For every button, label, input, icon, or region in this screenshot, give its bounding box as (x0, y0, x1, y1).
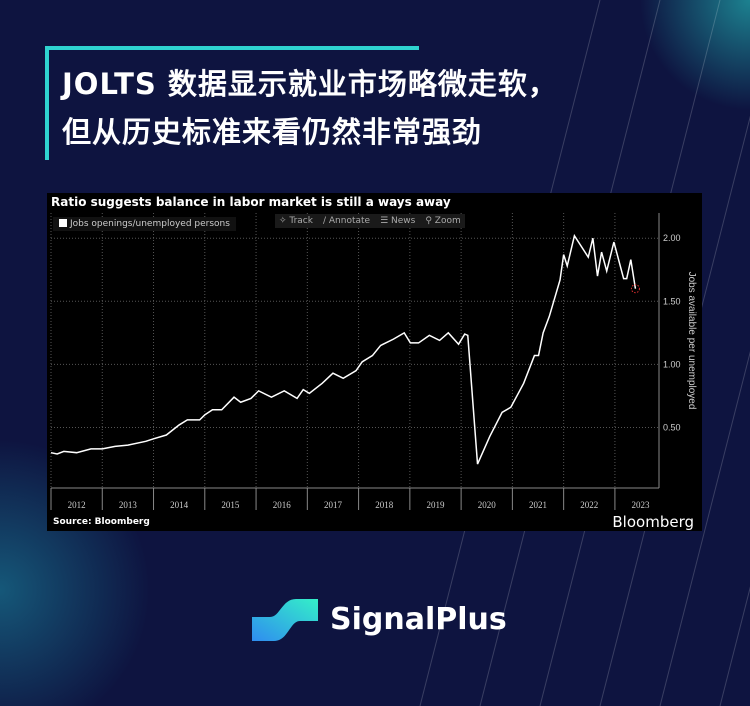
signalplus-logo: SignalPlus (252, 595, 507, 643)
x-tick-label: 2016 (273, 500, 292, 510)
chart-toolbar: ✧ Track ∕ Annotate ☰ News ⚲ Zoom (275, 214, 465, 228)
x-tick-label: 2013 (119, 500, 137, 510)
x-tick-label: 2023 (632, 500, 651, 510)
x-tick-label: 2021 (529, 500, 547, 510)
y-tick-label: 1.50 (663, 296, 681, 306)
legend[interactable]: Jobs openings/unemployed persons (53, 217, 236, 231)
headline-line1: JOLTS 数据显示就业市场略微走软， (62, 67, 558, 101)
legend-swatch (59, 219, 67, 227)
x-tick-label: 2018 (375, 500, 394, 510)
y-axis-label: Jobs available per unemployed (686, 272, 697, 410)
legend-label: Jobs openings/unemployed persons (70, 219, 230, 229)
chart-panel: 2.00 1.50 1.00 0.50 2012 2013 2014 2015 2016 2017… (47, 193, 702, 531)
source-note: Source: Bloomberg (53, 517, 150, 527)
chart-title: Ratio suggests balance in labor market i… (51, 195, 451, 209)
y-tick-label: 2.00 (663, 233, 681, 243)
brand-name: SignalPlus (330, 601, 507, 637)
x-tick-label: 2017 (324, 500, 343, 510)
y-tick-label: 0.50 (663, 422, 681, 432)
headline-line2: 但从历史标准来看仍然非常强劲 (62, 115, 483, 149)
x-tick-label: 2015 (221, 500, 240, 510)
x-tick-label: 2022 (580, 500, 598, 510)
track-button[interactable]: ✧ Track (279, 216, 313, 226)
x-tick-label: 2020 (478, 500, 497, 510)
annotate-button[interactable]: ∕ Annotate (322, 216, 371, 226)
last-point-marker (630, 284, 640, 294)
headline: JOLTS 数据显示就业市场略微走软， 但从历史标准来看仍然非常强劲 (62, 60, 558, 156)
headline-frame (45, 46, 419, 160)
y-tick-label: 1.00 (663, 359, 681, 369)
x-tick-label: 2019 (426, 500, 445, 510)
x-tick-label: 2014 (170, 500, 189, 510)
line-chart: 2.00 1.50 1.00 0.50 2012 2013 2014 2015 2016 2017… (50, 213, 697, 510)
zoom-button[interactable]: ⚲ Zoom (425, 216, 461, 226)
signalplus-logo-icon (252, 599, 318, 641)
bloomberg-watermark: Bloomberg (612, 513, 694, 531)
x-tick-label: 2012 (68, 500, 86, 510)
news-button[interactable]: ☰ News (380, 216, 416, 226)
series-line (50, 233, 637, 465)
